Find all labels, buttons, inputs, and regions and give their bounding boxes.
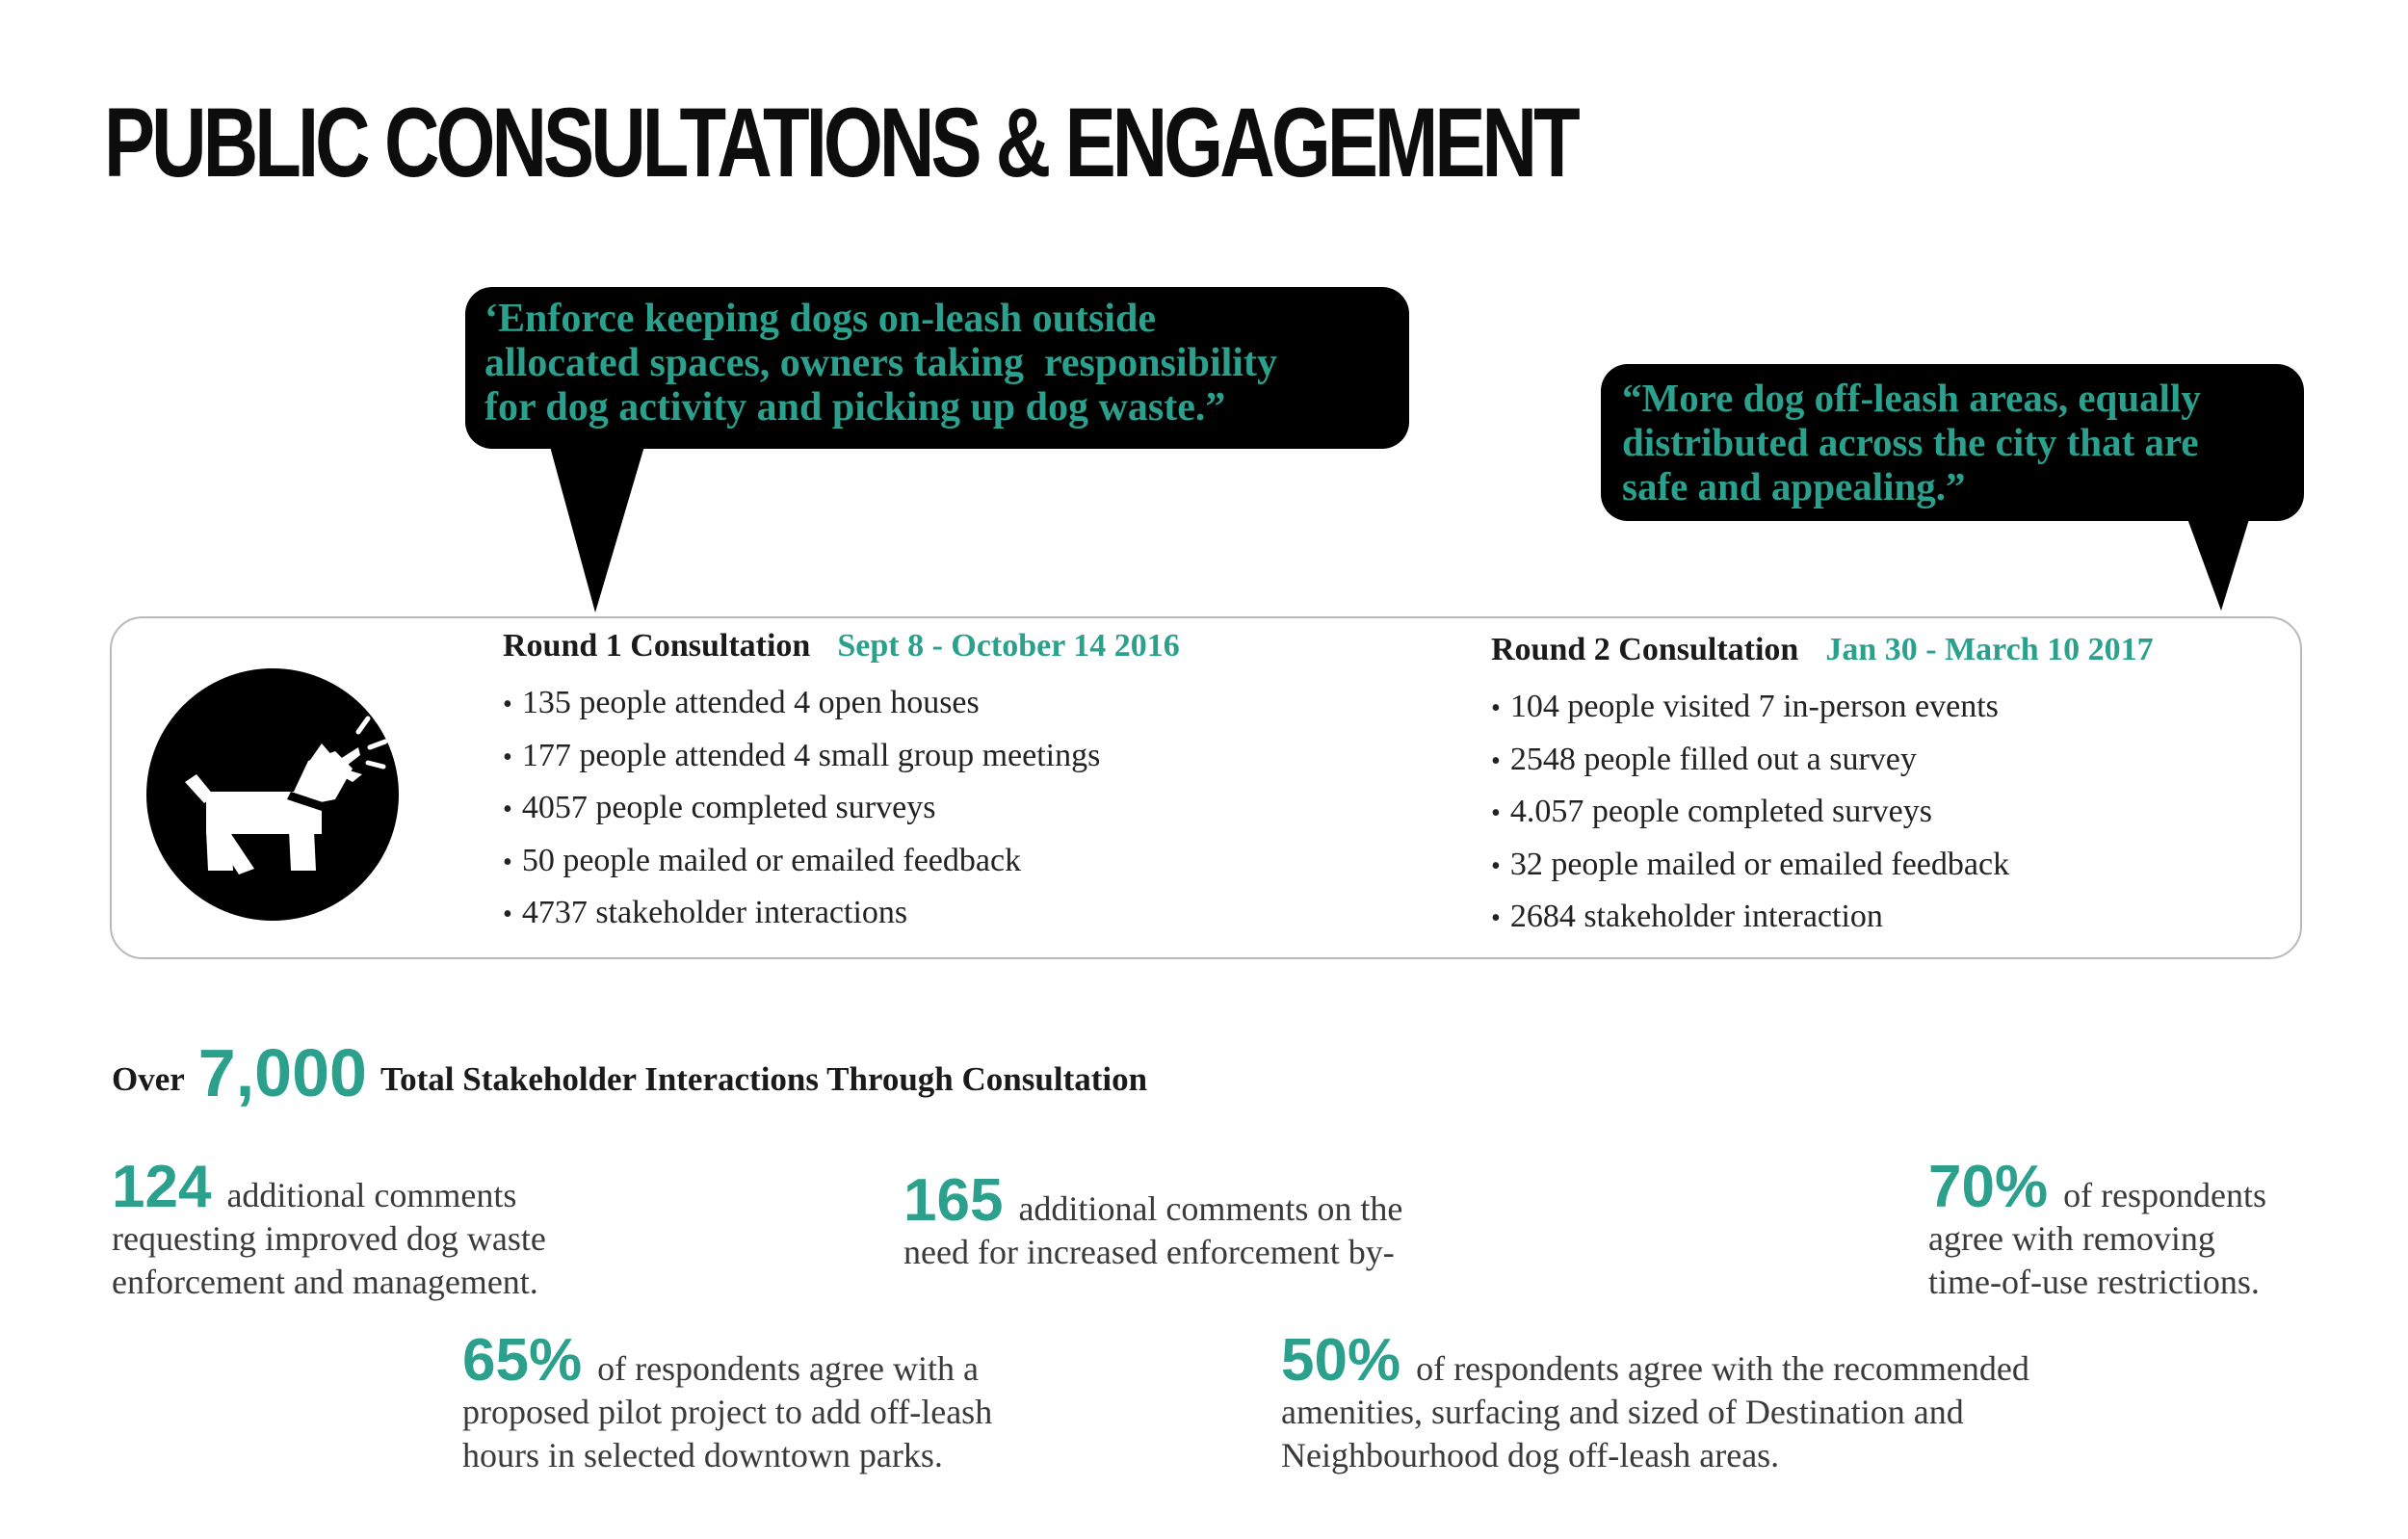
list-item: 4057 people completed surveys xyxy=(503,783,1180,836)
barking-dog-icon xyxy=(146,668,399,921)
round-dates: Sept 8 - October 14 2016 xyxy=(837,628,1180,664)
stat-number: 65% xyxy=(462,1327,583,1394)
round-stats-list: 104 people visited 7 in-person events 25… xyxy=(1491,682,2154,945)
stat-text: of respondents xyxy=(2063,1176,2267,1214)
stat-text: additional comments on the xyxy=(1018,1189,1403,1228)
stat-enforcement-comments: 165 additional comments on the need for i… xyxy=(903,1171,1403,1274)
stat-number: 70% xyxy=(1928,1154,2049,1220)
total-interactions: Over 7,000 Total Stakeholder Interactions … xyxy=(112,1034,1147,1111)
round-header: Round 2 Consultation Jan 30 - March 10 20… xyxy=(1491,632,2154,668)
quote-line: safe and appealing.” xyxy=(1622,464,1966,509)
list-item: 32 people mailed or emailed feedback xyxy=(1491,840,2154,893)
stat-text: hours in selected downtown parks. xyxy=(462,1436,943,1474)
list-item: 2684 stakeholder interaction xyxy=(1491,892,2154,945)
total-number: 7,000 xyxy=(197,1035,367,1110)
list-item: 4737 stakeholder interactions xyxy=(503,888,1180,941)
stat-waste-comments: 124 additional comments requesting improv… xyxy=(112,1158,546,1304)
stat-text: agree with removing xyxy=(1928,1219,2215,1258)
list-item: 50 people mailed or emailed feedback xyxy=(503,836,1180,889)
list-item: 2548 people filled out a survey xyxy=(1491,735,2154,788)
round-title: Round 1 Consultation xyxy=(503,628,811,664)
list-item: 177 people attended 4 small group meetin… xyxy=(503,731,1180,784)
stat-pilot-project: 65% of respondents agree with a proposed … xyxy=(462,1331,993,1477)
stat-text: Neighbourhood dog off-leash areas. xyxy=(1281,1436,1780,1474)
quote-line: ‘Enforce keeping dogs on-leash outside xyxy=(484,297,1156,341)
stat-text: time-of-use restrictions. xyxy=(1928,1263,2260,1301)
list-item: 135 people attended 4 open houses xyxy=(503,678,1180,731)
quote-line: for dog activity and picking up dog wast… xyxy=(484,385,1226,430)
quote-bubble-tail xyxy=(549,443,645,613)
stat-number: 124 xyxy=(112,1154,212,1220)
round-title: Round 2 Consultation xyxy=(1491,632,1799,667)
quote-bubble-off-leash-areas: “More dog off-leash areas, equally distr… xyxy=(1601,364,2304,521)
stat-text: enforcement and management. xyxy=(112,1263,538,1301)
stat-time-of-use: 70% of respondents agree with removing ti… xyxy=(1928,1158,2267,1304)
quote-line: “More dog off-leash areas, equally xyxy=(1622,376,2201,420)
total-suffix: Total Stakeholder Interactions Through C… xyxy=(380,1060,1148,1098)
round-stats-list: 135 people attended 4 open houses 177 pe… xyxy=(503,678,1180,941)
round-1-consultation: Round 1 Consultation Sept 8 - October 14 … xyxy=(503,628,1180,941)
stat-text: requesting improved dog waste xyxy=(112,1219,546,1258)
quote-line: allocated spaces, owners taking responsi… xyxy=(484,341,1277,385)
quote-bubble-tail xyxy=(2186,516,2250,611)
round-header: Round 1 Consultation Sept 8 - October 14 … xyxy=(503,628,1180,665)
consultation-panel xyxy=(110,616,2302,959)
list-item: 4.057 people completed surveys xyxy=(1491,787,2154,840)
stat-number: 165 xyxy=(903,1167,1004,1234)
total-prefix: Over xyxy=(112,1060,185,1098)
quote-line: distributed across the city that are xyxy=(1622,420,2199,464)
stat-amenities: 50% of respondents agree with the recomme… xyxy=(1281,1331,2029,1477)
stat-text: need for increased enforcement by- xyxy=(903,1233,1395,1271)
round-2-consultation: Round 2 Consultation Jan 30 - March 10 20… xyxy=(1491,632,2154,945)
stat-text: proposed pilot project to add off-leash xyxy=(462,1393,993,1431)
stat-number: 50% xyxy=(1281,1327,1401,1394)
page-title: PUBLIC CONSULTATIONS & ENGAGEMENT xyxy=(104,88,1581,197)
stat-text: additional comments xyxy=(226,1176,517,1214)
list-item: 104 people visited 7 in-person events xyxy=(1491,682,2154,735)
stat-text: of respondents agree with the recommende… xyxy=(1416,1349,2029,1388)
stat-text: amenities, surfacing and sized of Destin… xyxy=(1281,1393,1964,1431)
round-dates: Jan 30 - March 10 2017 xyxy=(1825,632,2154,667)
stat-text: of respondents agree with a xyxy=(597,1349,979,1388)
quote-bubble-enforcement: ‘Enforce keeping dogs on-leash outside a… xyxy=(465,287,1409,449)
